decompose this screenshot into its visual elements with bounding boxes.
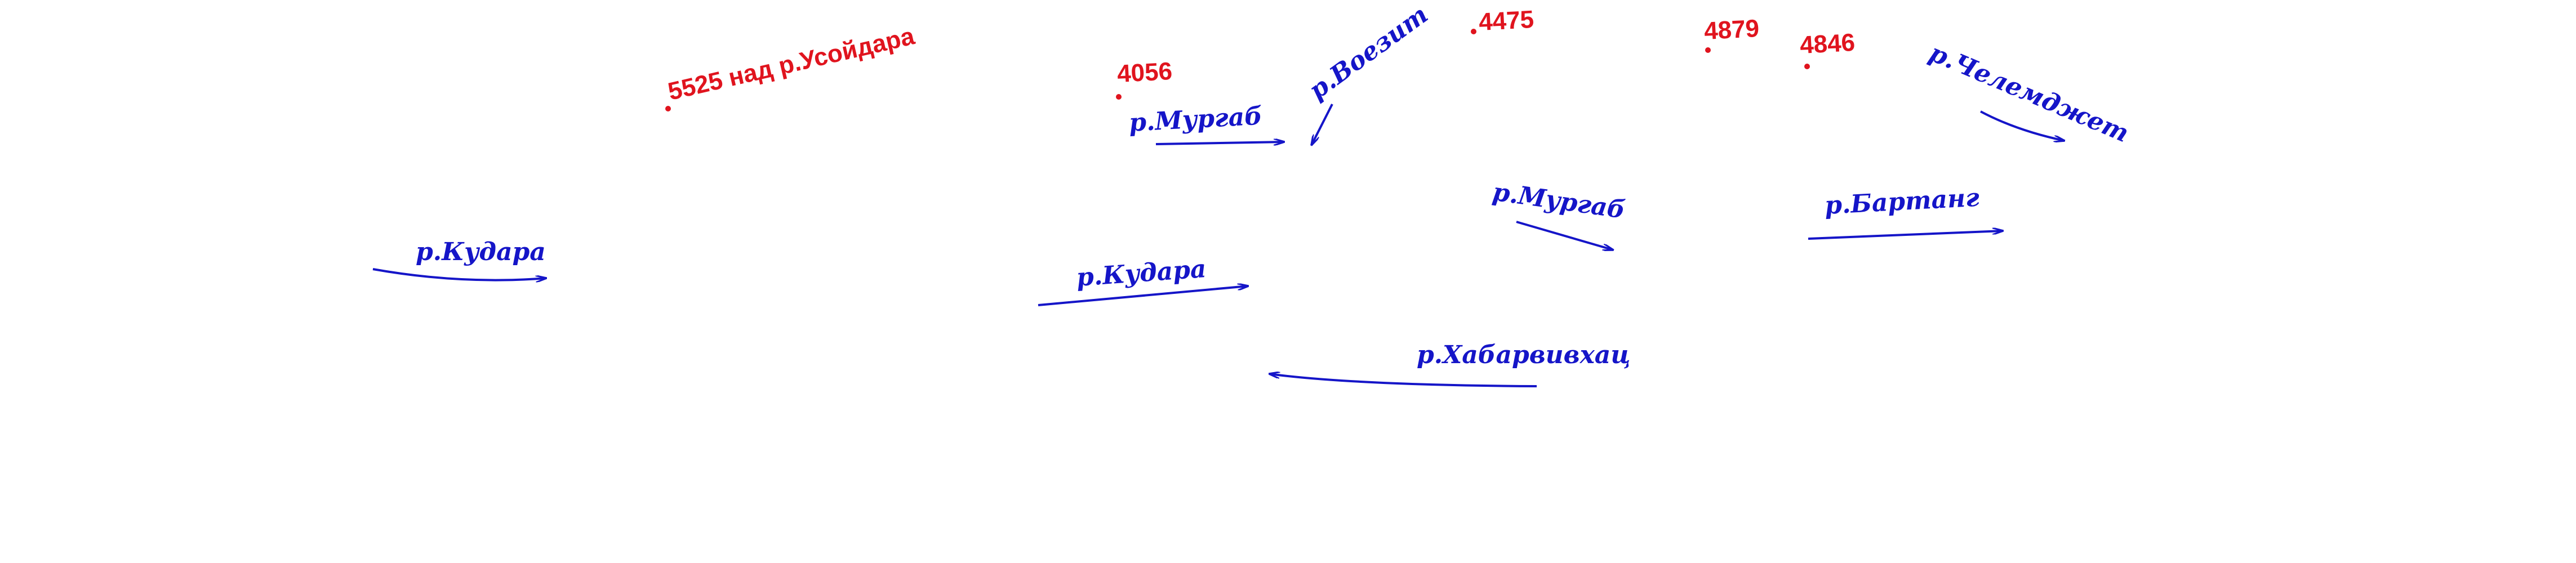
- river-arrow-murgab-north: [1155, 142, 1284, 144]
- river-labels: р.Кудара р.Мургаб р.Воезит р.Челемджет р…: [416, 0, 2133, 369]
- river-arrow-khabarvivkhats: [1269, 374, 1537, 387]
- river-label-murgab-east: р.Мургаб: [1491, 177, 1627, 224]
- river-arrows: [372, 104, 2065, 387]
- river-arrow-chelemdzhet: [1980, 110, 2065, 141]
- elevation-label-4846: 4846: [1799, 29, 1856, 59]
- river-arrow-voezit: [1311, 104, 1333, 145]
- elevation-label-4056: 4056: [1116, 57, 1173, 88]
- elevation-label-usoidara: 5525 над р.Усойдара: [665, 22, 917, 105]
- elevation-dot-4846: [1804, 64, 1810, 69]
- river-arrow-bartang: [1808, 231, 2003, 240]
- river-arrow-murgab-east: [1516, 221, 1613, 250]
- river-label-kudara-west: р.Кудара: [416, 238, 546, 266]
- elevation-dot-4879: [1705, 47, 1711, 53]
- river-arrow-kudara-central: [1038, 286, 1248, 306]
- river-arrow-kudara-west: [372, 268, 546, 280]
- elevation-label-4475: 4475: [1478, 6, 1534, 36]
- river-label-bartang: р.Бартанг: [1824, 184, 1980, 220]
- river-label-kudara-central: р.Кудара: [1075, 254, 1207, 292]
- elevation-dot-4475: [1471, 29, 1476, 34]
- elevation-label-4879: 4879: [1703, 15, 1760, 45]
- elevation-dot-usoidara: [665, 106, 671, 111]
- elevation-markers: 5525 над р.Усойдара 4056 4475 4879 4846: [665, 6, 1856, 111]
- river-label-murgab-north: р.Мургаб: [1128, 102, 1263, 137]
- elevation-dot-4056: [1116, 94, 1122, 100]
- river-label-voezit: р.Воезит: [1303, 0, 1433, 105]
- river-label-khabarvivkhats: р.Хабарвивхац: [1417, 341, 1631, 369]
